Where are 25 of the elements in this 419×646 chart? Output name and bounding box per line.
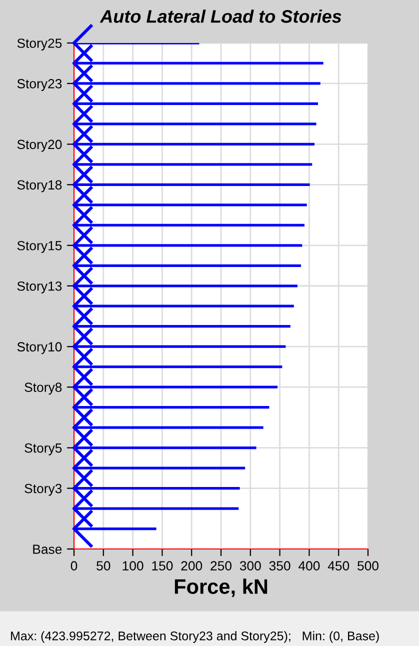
- x-tick-label: 150: [152, 561, 173, 570]
- x-tick-label: 50: [96, 561, 110, 570]
- x-tick-label: 0: [70, 561, 78, 570]
- y-tick-label: Story13: [17, 281, 62, 294]
- x-tick-label: 450: [328, 561, 350, 570]
- y-tick-label: Story15: [17, 240, 62, 253]
- y-tick-label: Story18: [17, 180, 62, 192]
- chart-title: Auto Lateral Load to Stories: [100, 10, 342, 23]
- y-tick-label: Story8: [24, 382, 62, 395]
- text: Max: (423.995272, Between Story23 and Story25); Min: (0, Base): [11, 631, 379, 643]
- x-axis-title: Force, kN: [174, 578, 268, 597]
- x-tick-label: 250: [210, 561, 232, 570]
- y-tick-label: Story20: [17, 140, 62, 152]
- x-tick-label: 400: [298, 561, 320, 570]
- y-tick-label: Story23: [17, 79, 62, 91]
- y-tick-label: Base: [33, 544, 62, 554]
- y-tick-label: Story5: [24, 443, 62, 456]
- x-tick-label: 200: [181, 561, 202, 570]
- x-tick-label: 100: [122, 561, 144, 570]
- y-tick-label: Story10: [17, 342, 62, 354]
- y-tick-label: Story25: [17, 38, 62, 51]
- y-tick-label: Story3: [24, 484, 62, 496]
- x-tick-label: 300: [240, 561, 261, 570]
- x-tick-label: 500: [358, 561, 378, 570]
- x-tick-label: 350: [269, 561, 290, 570]
